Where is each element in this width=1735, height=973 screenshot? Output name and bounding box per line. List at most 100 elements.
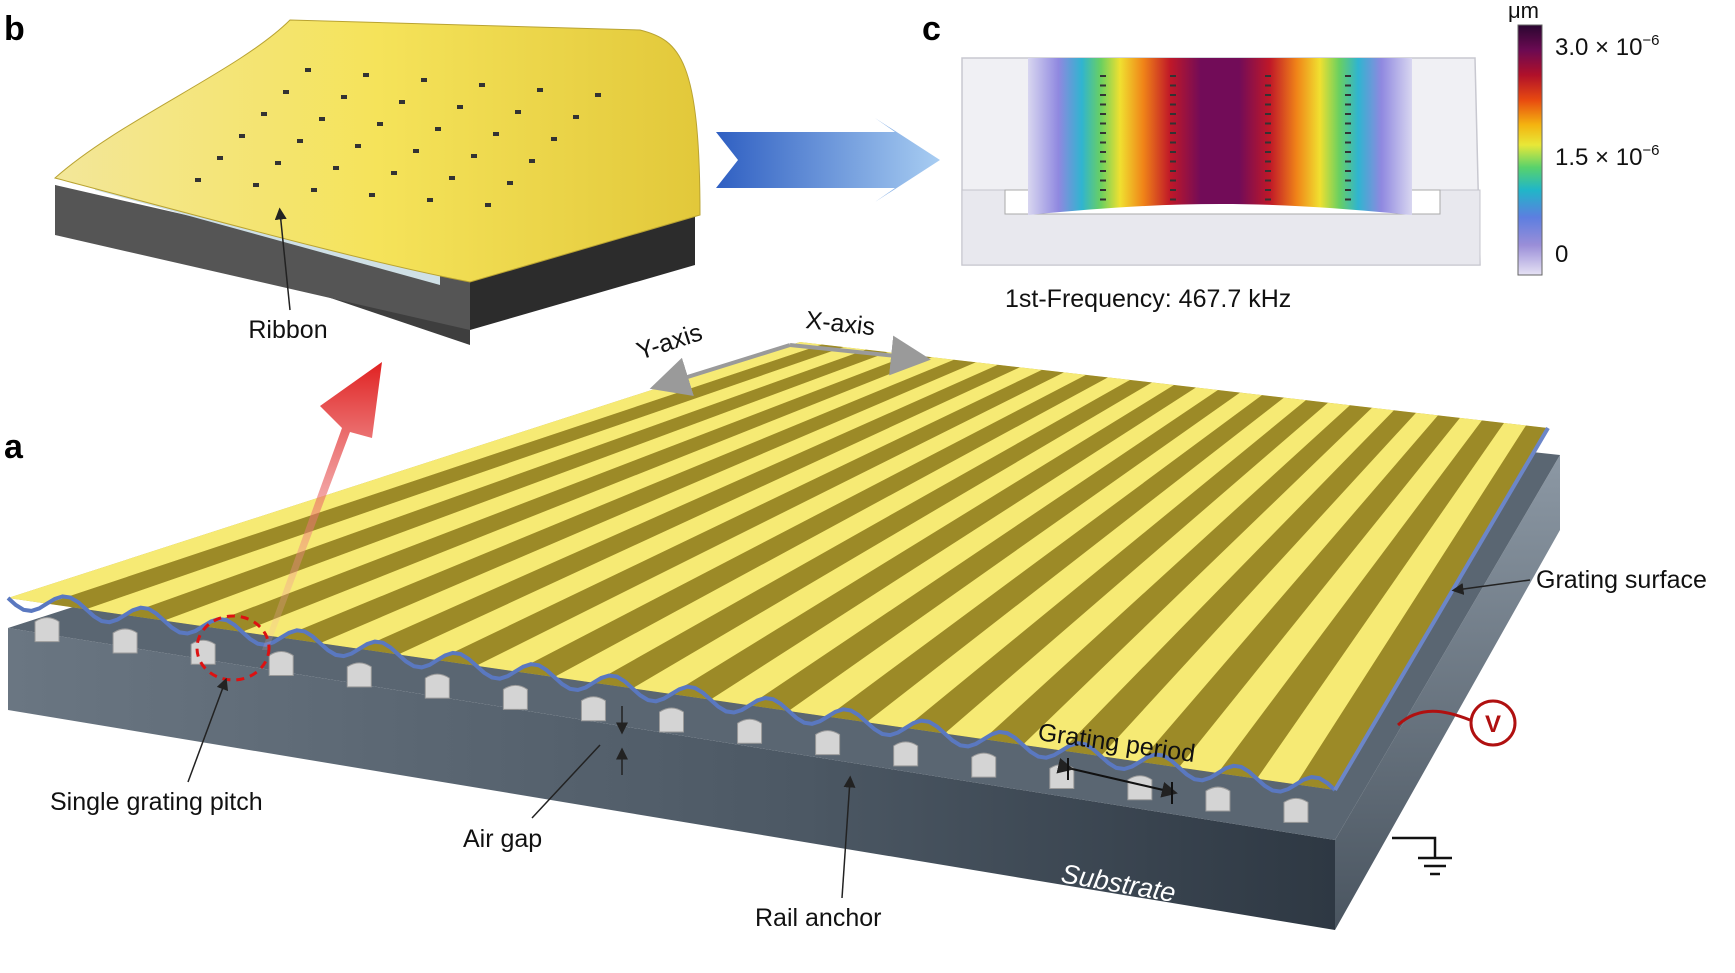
grating-ridge xyxy=(944,402,1350,740)
grating-trough xyxy=(125,349,888,621)
etch-hole xyxy=(1170,75,1176,77)
mode-etch-holes xyxy=(1100,75,1351,201)
ribbon-label: Ribbon xyxy=(248,316,327,344)
grating-ridge xyxy=(1100,412,1438,762)
etch-hole xyxy=(493,132,499,136)
etch-hole xyxy=(1170,94,1176,96)
rail-anchor xyxy=(659,707,684,733)
etch-hole xyxy=(1100,132,1106,134)
etch-hole xyxy=(1265,170,1271,172)
ribbon-substrate-side xyxy=(470,215,695,330)
grating-trough xyxy=(671,385,1196,700)
etch-hole xyxy=(1170,113,1176,115)
etch-hole xyxy=(1265,122,1271,125)
etch-hole xyxy=(427,198,433,202)
single-pitch-leader xyxy=(187,677,229,783)
etch-hole xyxy=(1265,84,1271,87)
grating-trough xyxy=(905,400,1328,734)
grating-ridge xyxy=(1178,417,1482,774)
panel-label-b: b xyxy=(4,10,25,48)
grating-surface-label: Grating surface xyxy=(1536,566,1707,594)
etch-hole xyxy=(261,112,267,116)
etch-hole xyxy=(485,203,491,207)
grating-ridge xyxy=(1022,407,1394,751)
grating-period-arrow xyxy=(1056,757,1178,798)
rail-anchor xyxy=(580,696,606,722)
grating-ridge xyxy=(8,342,822,604)
grating-side-edge xyxy=(1333,426,1550,792)
etch-hole xyxy=(1170,122,1176,125)
etch-hole xyxy=(1265,132,1271,134)
rail-anchor xyxy=(346,662,372,688)
grating-ridge xyxy=(1256,422,1526,785)
voltage-source-icon xyxy=(1469,699,1517,747)
etch-hole xyxy=(1100,113,1106,115)
etch-hole xyxy=(1265,151,1271,153)
etch-hole xyxy=(1100,94,1106,96)
etch-hole xyxy=(319,117,325,121)
etch-hole xyxy=(515,110,521,114)
etch-hole xyxy=(1345,160,1351,163)
grating-trough xyxy=(1139,415,1460,768)
panel-b: Ribbon xyxy=(53,19,701,345)
voltage-symbol: V xyxy=(1485,711,1501,738)
colorbar xyxy=(1517,24,1543,276)
etch-hole xyxy=(1345,151,1351,153)
grating-trough xyxy=(515,374,1108,678)
colorbar-tick-top: 3.0 × 10−6 xyxy=(1555,32,1660,61)
etch-hole xyxy=(1100,84,1106,87)
etch-hole xyxy=(1265,103,1271,106)
panel-label-c: c xyxy=(922,10,941,48)
etch-hole xyxy=(479,83,485,87)
y-axis-label: Y-axis xyxy=(633,318,706,365)
etch-hole xyxy=(1345,122,1351,125)
x-axis-arrow xyxy=(789,335,931,376)
grating-trough xyxy=(359,364,1020,655)
etch-hole xyxy=(1100,179,1106,182)
rail-anchor xyxy=(112,628,138,654)
rail-anchor xyxy=(268,651,294,677)
etch-hole xyxy=(1170,151,1176,153)
grating-trough xyxy=(1295,425,1548,790)
grating-ridge xyxy=(320,362,998,649)
etch-hole xyxy=(449,176,455,180)
etch-hole xyxy=(537,88,543,92)
etch-hole xyxy=(341,95,347,99)
single-pitch-label: Single grating pitch xyxy=(50,788,263,816)
etch-hole xyxy=(551,137,557,141)
etch-hole xyxy=(1170,170,1176,172)
etch-hole xyxy=(1345,170,1351,172)
etch-hole xyxy=(471,154,477,158)
etch-hole xyxy=(369,193,375,197)
etch-hole xyxy=(1345,198,1351,201)
grating-stripes xyxy=(8,342,1548,790)
etch-hole xyxy=(1345,94,1351,96)
etch-hole xyxy=(1345,189,1351,191)
etch-hole xyxy=(573,115,579,119)
grating-trough xyxy=(827,395,1284,723)
etch-hole xyxy=(305,68,311,72)
etch-hole xyxy=(1100,75,1106,77)
panel-c: 1st-Frequency: 467.7 kHz μm 3.0 × 10−6 1… xyxy=(961,0,1660,313)
panel-a: Y-axis X-axis Grating surface Grating pe… xyxy=(6,306,1707,932)
grating-trough xyxy=(593,379,1152,689)
etch-hole xyxy=(1345,179,1351,182)
x-axis-label: X-axis xyxy=(804,306,876,341)
grating-ridge xyxy=(710,387,1218,706)
rail-anchor xyxy=(190,639,216,665)
ribbon-etch-holes xyxy=(195,68,601,207)
grating-surface-leader xyxy=(1451,579,1531,595)
rail-anchor xyxy=(1205,786,1231,812)
grating-ridge xyxy=(866,397,1306,728)
etch-hole xyxy=(1100,103,1106,106)
mode-membrane xyxy=(1028,58,1412,215)
rail-anchor xyxy=(502,684,528,710)
etch-hole xyxy=(311,188,317,192)
etch-hole xyxy=(1265,160,1271,163)
rail-anchor xyxy=(893,741,919,767)
etch-hole xyxy=(1170,160,1176,163)
etch-hole xyxy=(1265,198,1271,201)
rail-anchor-leader xyxy=(841,775,856,899)
air-gap-label: Air gap xyxy=(463,825,542,853)
ground-icon xyxy=(1392,836,1452,876)
